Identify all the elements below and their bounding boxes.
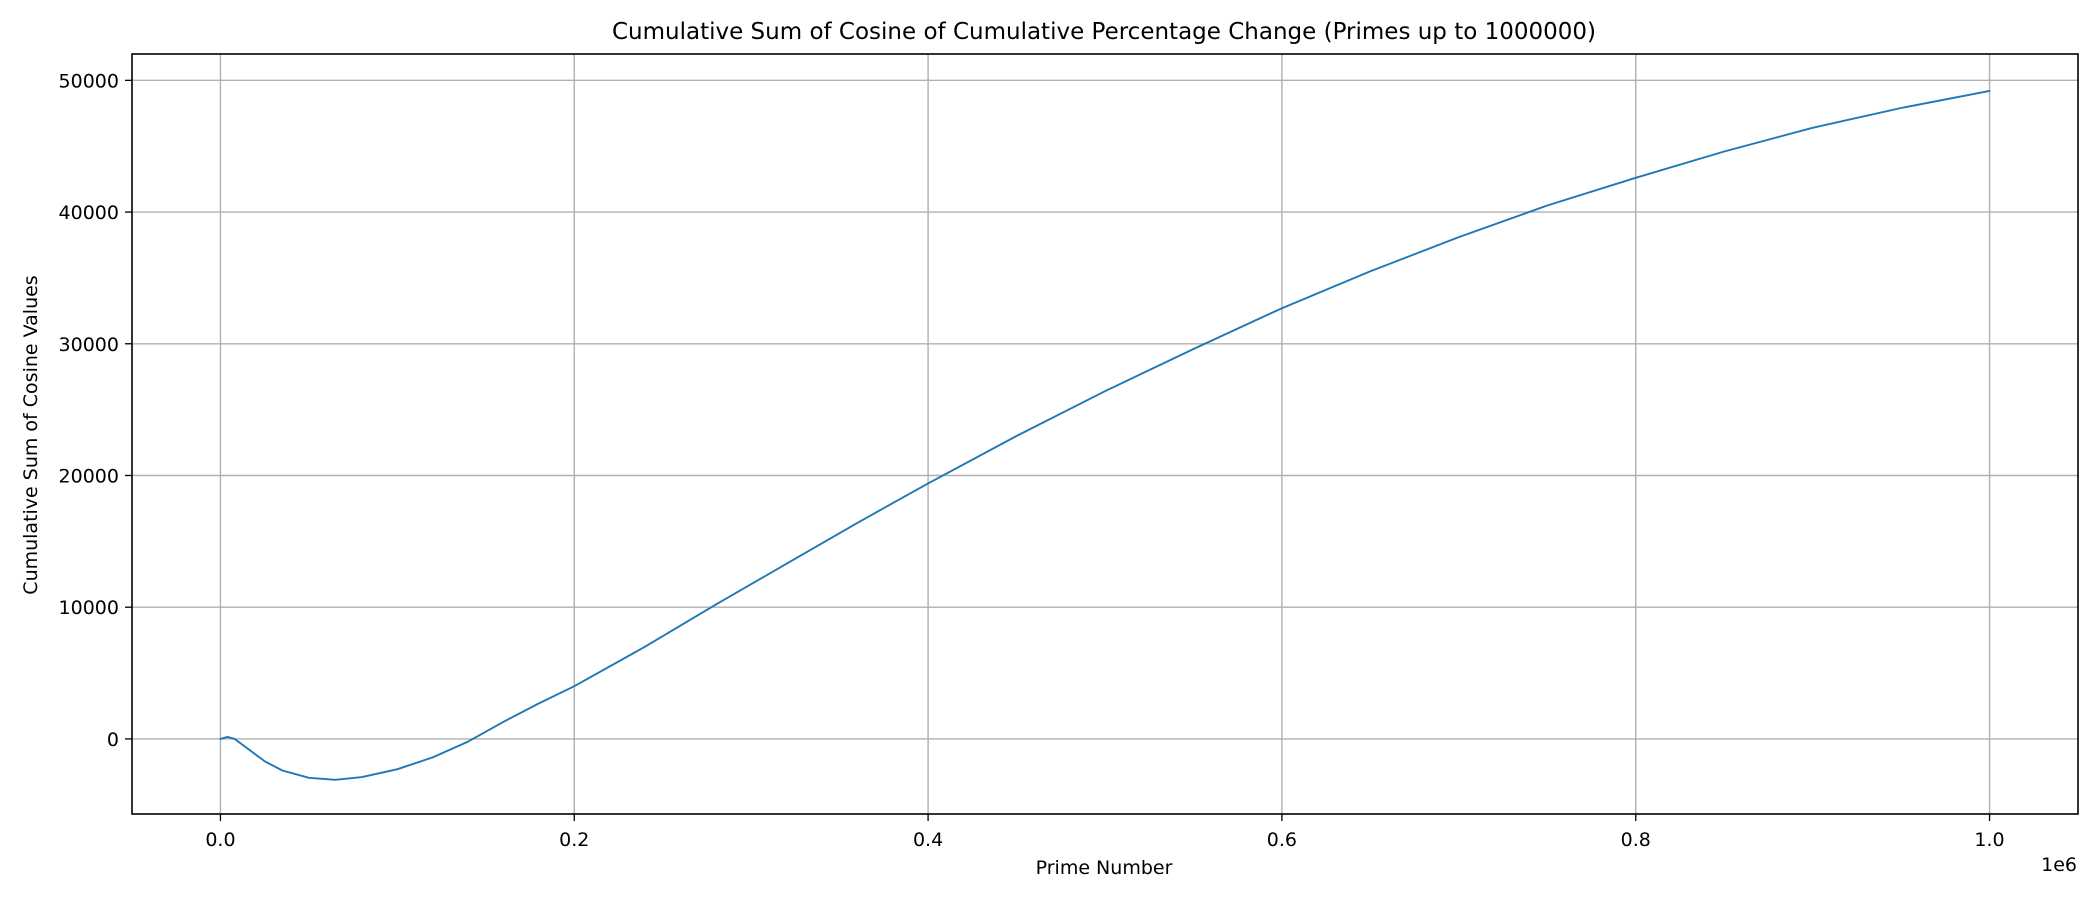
y-tick-label: 0 xyxy=(107,729,119,751)
series-line xyxy=(219,89,1991,781)
plot-frame xyxy=(131,53,2079,815)
x-axis-label: Prime Number xyxy=(1036,857,1173,879)
series-layer xyxy=(219,89,1991,781)
x-tick-label: 1.0 xyxy=(1974,829,2004,851)
x-axis: 0.0 0.2 0.4 0.6 0.8 1.0 xyxy=(205,814,2005,851)
y-tick-label: 20000 xyxy=(59,465,119,487)
y-axis-label: Cumulative Sum of Cosine Values xyxy=(20,275,42,594)
x-tick-label: 0.6 xyxy=(1267,829,1297,851)
grid-lines xyxy=(132,54,2078,814)
x-tick-label: 0.0 xyxy=(205,829,235,851)
x-tick-label: 0.2 xyxy=(559,829,589,851)
y-tick-label: 30000 xyxy=(59,334,119,356)
y-tick-label: 10000 xyxy=(59,597,119,619)
chart-title: Cumulative Sum of Cosine of Cumulative P… xyxy=(612,19,1596,45)
y-tick-label: 50000 xyxy=(59,70,119,92)
y-axis: 0 10000 20000 30000 40000 50000 xyxy=(59,70,132,751)
x-axis-offset-label: 1e6 xyxy=(2041,854,2077,876)
x-tick-label: 0.8 xyxy=(1621,829,1651,851)
x-tick-label: 0.4 xyxy=(913,829,943,851)
y-tick-label: 40000 xyxy=(59,202,119,224)
